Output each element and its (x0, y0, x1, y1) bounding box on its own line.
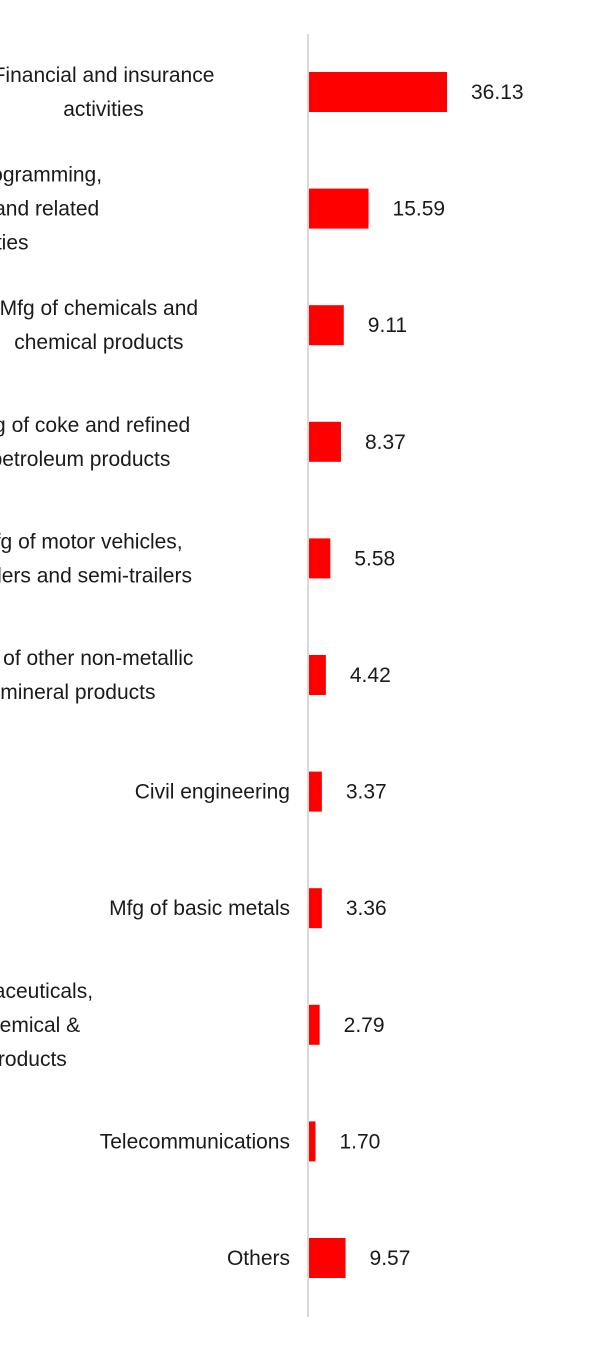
category-label-10: Others (227, 1247, 290, 1270)
category-labels-group: Financial and insuranceactivitiesCompute… (0, 64, 290, 1270)
bar-8 (309, 1004, 320, 1045)
category-label-line: botanical products (0, 1048, 67, 1071)
category-label-2: Mfg of chemicals and chemical products (0, 297, 198, 354)
value-label-6: 3.37 (346, 781, 387, 804)
value-label-10: 9.57 (370, 1247, 411, 1270)
value-label-9: 1.70 (339, 1130, 380, 1153)
category-label-line: chemical products (14, 331, 183, 354)
category-label-line: Mfg of pharmaceuticals, (0, 980, 93, 1003)
category-label-line: medicinal chemical & (0, 1014, 80, 1037)
value-label-0: 36.13 (471, 81, 524, 104)
bar-0 (309, 72, 447, 112)
category-label-line: mineral products (0, 681, 155, 704)
value-label-7: 3.36 (346, 897, 387, 920)
category-label-line: Computer programming, (0, 164, 102, 187)
value-label-5: 4.42 (350, 664, 391, 687)
bar-4 (309, 538, 331, 579)
category-label-5: Mfg of other non-metallic mineral product… (0, 647, 193, 704)
category-label-9: Telecommunications (100, 1130, 290, 1153)
category-label-0: Financial and insurance activities (0, 64, 214, 121)
value-label-1: 15.59 (393, 198, 446, 221)
category-label-3: Mfg of coke and refined petroleum product… (0, 414, 190, 471)
value-label-4: 5.58 (354, 547, 395, 570)
category-label-line: activities (0, 232, 29, 255)
bar-2 (309, 305, 344, 346)
category-label-line: Mfg of other non-metallic (0, 647, 193, 670)
value-label-2: 9.11 (368, 314, 407, 337)
category-label-line: Civil engineering (135, 781, 290, 804)
category-label-line: Financial and insurance (0, 64, 214, 87)
bar-6 (309, 771, 322, 812)
bar-9 (309, 1121, 316, 1162)
category-label-line: activities (63, 98, 144, 121)
category-label-line: Mfg of motor vehicles, (0, 530, 183, 553)
value-label-8: 2.79 (344, 1014, 385, 1037)
category-label-8: Mfg of pharmaceuticals, medicinal chemica… (0, 980, 93, 1071)
category-label-line: trailers and semi-trailers (0, 564, 192, 587)
category-label-line: consultancy and related (0, 198, 99, 221)
category-label-line: petroleum products (0, 448, 170, 471)
category-label-line: Others (227, 1247, 290, 1270)
bar-1 (309, 188, 369, 229)
category-label-4: Mfg of motor vehicles, trailers and semi-… (0, 530, 192, 587)
category-label-1: Computer programming, consultancy and rel… (0, 164, 102, 255)
category-label-line: Mfg of basic metals (109, 897, 290, 920)
value-labels-group: 36.13 15.59 9.11 8.37 5.58 4.42 3.37 3.36 2.79 1.… (339, 81, 523, 1270)
bar-10 (309, 1238, 346, 1278)
bar-3 (309, 421, 341, 462)
category-label-line: Telecommunications (100, 1130, 290, 1153)
category-label-7: Mfg of basic metals (109, 897, 290, 920)
category-label-line: Mfg of chemicals and (0, 297, 198, 320)
category-label-6: Civil engineering (135, 781, 290, 804)
value-label-3: 8.37 (365, 431, 406, 454)
category-label-line: Mfg of coke and refined (0, 414, 190, 437)
bars-group (309, 72, 447, 1278)
bar-5 (309, 655, 326, 695)
bar-7 (309, 888, 322, 929)
